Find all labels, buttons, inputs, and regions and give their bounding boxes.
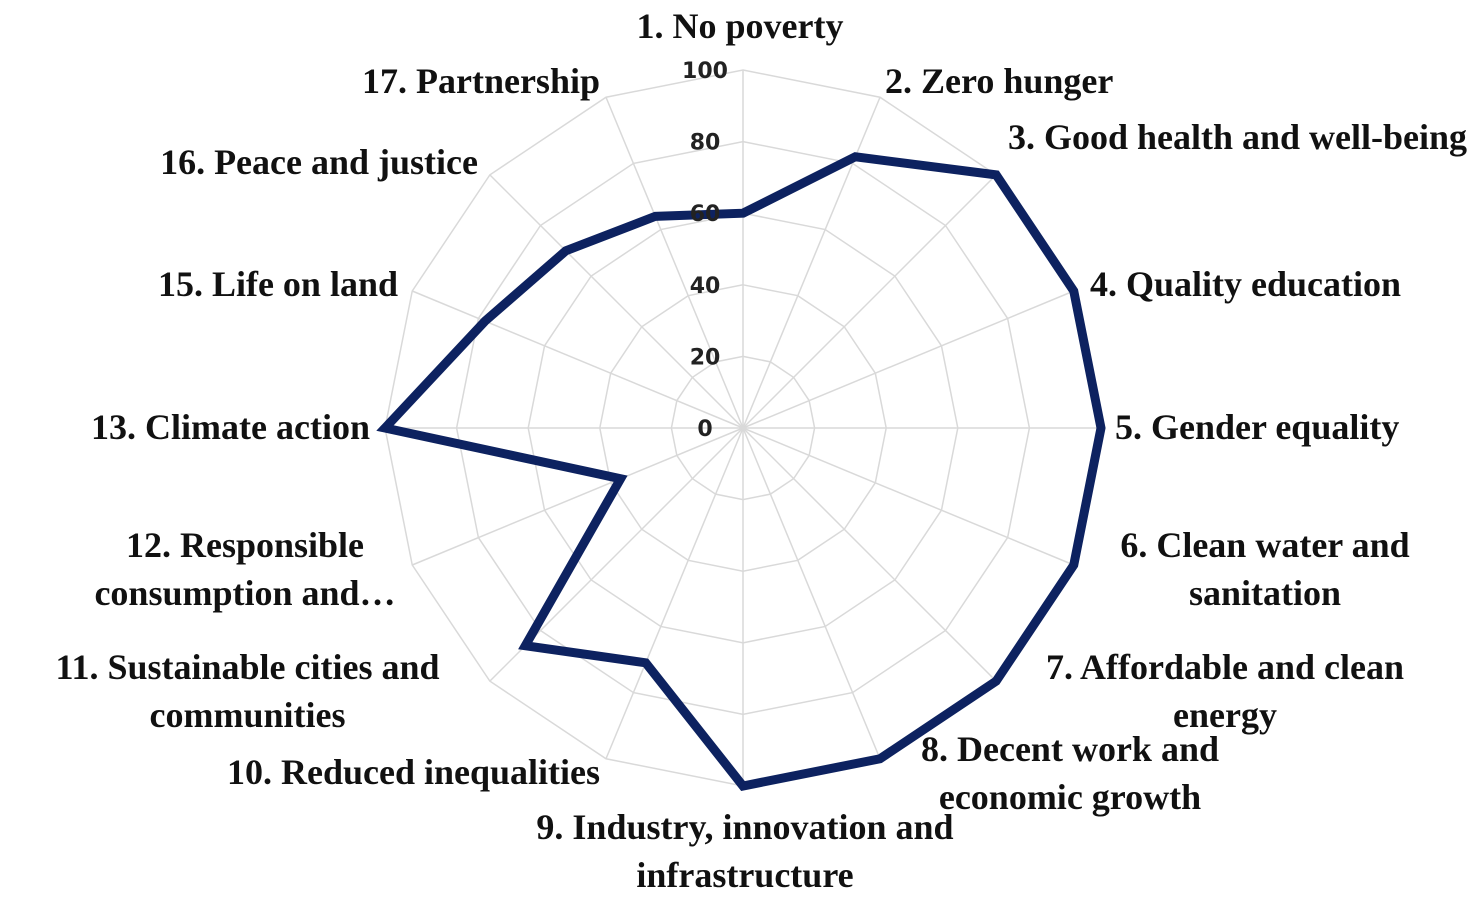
spoke: [605, 96, 744, 429]
category-label: 11. Sustainable cities and communities: [55, 647, 440, 735]
category-label: 6. Clean water and sanitation: [1120, 525, 1410, 613]
r-tick-label: 100: [682, 59, 728, 84]
spoke: [742, 174, 997, 429]
category-label: 1. No poverty: [636, 6, 844, 46]
category-label: 4. Quality education: [1090, 264, 1402, 304]
category-label: 13. Climate action: [91, 407, 370, 447]
category-label: 10. Reduced inequalities: [226, 752, 600, 792]
spoke: [742, 96, 881, 429]
category-label: 17. Partnership: [362, 61, 600, 101]
category-label: 5. Gender equality: [1115, 407, 1400, 447]
r-tick-label: 80: [690, 131, 721, 156]
category-label: 9. Industry, innovation and infrastructu…: [536, 807, 954, 895]
category-label: 16. Peace and justice: [160, 142, 478, 182]
spoke: [742, 427, 1075, 566]
category-label: 2. Zero hunger: [885, 61, 1114, 101]
spoke: [411, 290, 744, 429]
r-tick-label: 0: [697, 417, 712, 442]
spoke: [605, 427, 744, 760]
r-tick-label: 20: [690, 345, 721, 370]
category-label: 7. Affordable and clean energy: [1045, 647, 1404, 735]
category-label: 12. Responsible consumption and…: [94, 525, 396, 613]
r-tick-label: 40: [690, 274, 721, 299]
spoke: [742, 427, 881, 760]
spoke: [742, 290, 1075, 429]
spoke: [411, 427, 744, 566]
spoke: [489, 174, 744, 429]
category-label: 3. Good health and well-being: [1007, 117, 1468, 157]
data-line: [376, 152, 1106, 791]
category-label: 15. Life on land: [157, 264, 398, 304]
category-label: 8. Decent work and economic growth: [921, 729, 1219, 817]
r-tick-label: 60: [690, 202, 721, 227]
spoke: [742, 427, 997, 682]
